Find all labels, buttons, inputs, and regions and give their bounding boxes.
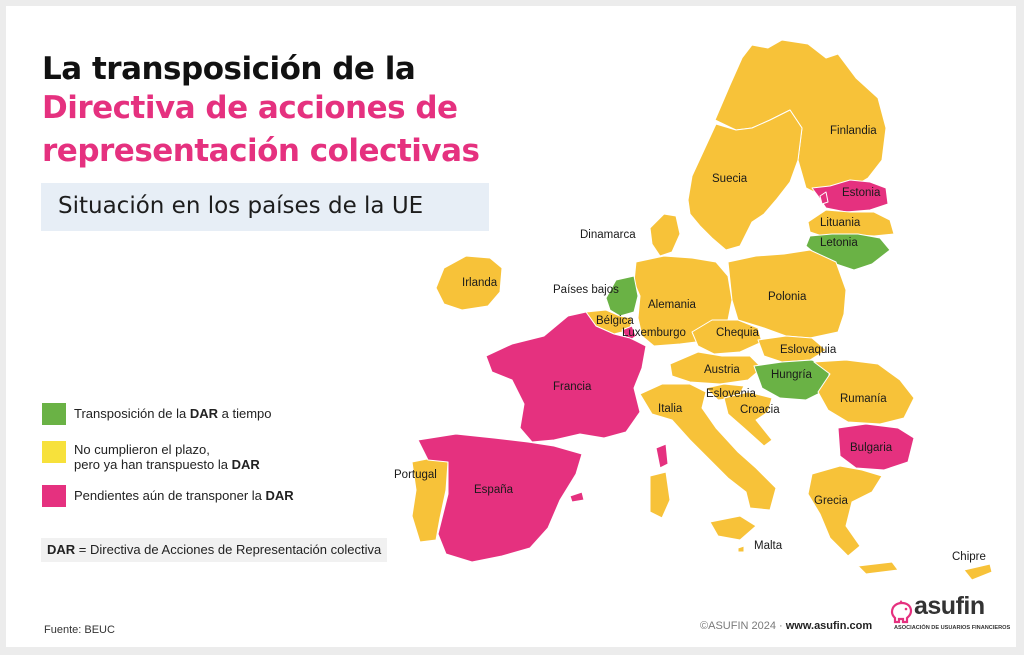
piggy-bank-icon: [890, 600, 913, 624]
country-label-estonia: Estonia: [842, 187, 881, 199]
logo-tagline: ASOCIACIÓN DE USUARIOS FINANCIEROS: [894, 625, 1011, 631]
island-cerdena: [649, 471, 671, 519]
country-label-eslovaquia: Eslovaquia: [780, 344, 837, 356]
country-label-españa: España: [474, 484, 514, 496]
country-label-grecia: Grecia: [814, 495, 848, 507]
country-label-chipre: Chipre: [952, 551, 986, 563]
country-croacia: [723, 391, 773, 447]
country-rumania: [813, 359, 915, 425]
logo-wordmark: asufin: [914, 592, 985, 620]
country-label-alemania: Alemania: [648, 299, 697, 311]
country-label-croacia: Croacia: [740, 404, 780, 416]
country-austria: [669, 351, 763, 385]
subtitle-box: Situación en los países de la UE: [41, 183, 489, 231]
country-label-italia: Italia: [658, 403, 683, 415]
country-espana: [417, 433, 583, 563]
country-label-portugal: Portugal: [394, 469, 437, 481]
legend-swatch-yellow: [42, 441, 66, 463]
country-label-países-bajos: Países bajos: [553, 284, 619, 296]
website-link[interactable]: www.asufin.com: [785, 620, 873, 632]
country-bulgaria: [837, 423, 915, 471]
source-note: Fuente: BEUC: [44, 624, 115, 636]
country-grecia: [807, 465, 883, 557]
country-chipre: [963, 563, 993, 581]
country-label-lituania: Lituania: [820, 217, 861, 229]
asufin-logo: asufin ASOCIACIÓN DE USUARIOS FINANCIERO…: [888, 592, 1010, 638]
country-label-malta: Malta: [754, 540, 783, 552]
country-label-dinamarca: Dinamarca: [580, 229, 636, 241]
country-label-bélgica: Bélgica: [596, 315, 634, 327]
country-eslovaquia: [757, 335, 827, 363]
country-label-francia: Francia: [553, 381, 592, 393]
country-label-eslovenia: Eslovenia: [706, 388, 756, 400]
dar-meaning: = Directiva de Acciones de Representació…: [75, 542, 382, 557]
legend-swatch-pink: [42, 485, 66, 507]
legend-swatch-green: [42, 403, 66, 425]
country-italia: [639, 383, 777, 511]
country-malta-shape: [737, 545, 745, 553]
country-label-hungría: Hungría: [771, 369, 813, 381]
legend-label-on-time: Transposición de la DAR a tiempo: [74, 406, 272, 421]
country-label-suecia: Suecia: [712, 173, 748, 185]
country-suecia: [687, 109, 803, 251]
dar-abbr: DAR: [47, 542, 76, 557]
country-dinamarca: [649, 213, 681, 257]
island-sicilia: [709, 515, 757, 541]
island-creta: [857, 561, 899, 575]
island-baleares: [569, 491, 585, 503]
legend-label-late: No cumplieron el plazo, pero ya han tran…: [74, 442, 260, 472]
country-label-finlandia: Finlandia: [830, 125, 877, 137]
country-francia: [485, 311, 647, 443]
country-label-polonia: Polonia: [768, 291, 807, 303]
subtitle: Situación en los países de la UE: [58, 193, 424, 219]
country-label-letonia: Letonia: [820, 237, 858, 249]
country-label-rumanía: Rumanía: [840, 393, 887, 405]
island-corcega: [655, 443, 669, 469]
copyright: ©ASUFIN 2024 ·: [700, 620, 786, 632]
country-label-irlanda: Irlanda: [462, 277, 498, 289]
island-gotland: [819, 191, 829, 205]
country-paises-bajos: [605, 275, 639, 317]
title-line-3: representación colectivas: [42, 133, 480, 169]
dar-definition: DAR = Directiva de Acciones de Represent…: [41, 538, 388, 562]
title-line-2: Directiva de acciones de: [42, 90, 458, 126]
title-line-1: La transposición de la: [42, 51, 416, 87]
country-label-chequia: Chequia: [716, 327, 759, 339]
country-label-luxemburgo: Luxemburgo: [622, 327, 686, 339]
footer-credits: ©ASUFIN 2024 · www.asufin.com: [700, 620, 872, 632]
country-lituania: [807, 209, 895, 237]
legend-label-pending: Pendientes aún de transponer la DAR: [74, 488, 294, 503]
country-label-austria: Austria: [704, 364, 740, 376]
country-label-bulgaria: Bulgaria: [850, 442, 893, 454]
country-irlanda: [435, 255, 503, 311]
